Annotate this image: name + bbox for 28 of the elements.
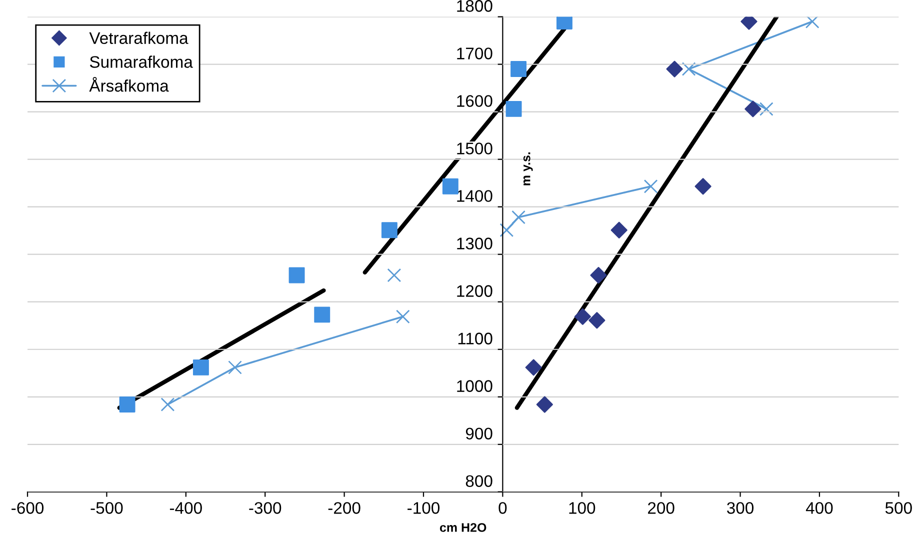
y-tick-label: 1500	[457, 142, 492, 154]
x-tick-label: 400	[806, 502, 833, 514]
legend-label: Vetrarafkoma	[89, 32, 188, 44]
x-tick-label: -600	[12, 502, 44, 514]
y-tick-label: 800	[466, 475, 492, 488]
x-tick-label: -500	[90, 502, 123, 514]
y-tick-label: 1800	[457, 0, 492, 12]
y-tick-label: 1700	[457, 48, 492, 60]
y-tick-label: 1300	[457, 238, 492, 250]
y-tick-label: 900	[466, 428, 492, 440]
x-tick-label: -100	[408, 502, 440, 514]
x-tick-label: -300	[249, 502, 282, 514]
x-tick-label: 100	[569, 502, 596, 514]
x-tick-label: 0	[498, 502, 507, 514]
y-tick-label: 1600	[457, 95, 492, 107]
y-tick-label: 1200	[457, 285, 492, 297]
y-tick-label: 1000	[457, 380, 492, 392]
y-tick-label: 1100	[458, 332, 492, 344]
y-axis-title: m y.s.	[523, 152, 533, 186]
legend-label: Sumarafkoma	[90, 56, 193, 68]
legend-label: Årsafkoma	[89, 76, 169, 92]
x-tick-label: 300	[727, 502, 754, 514]
x-tick-label: 500	[885, 502, 912, 514]
y-tick-label: 1400	[457, 190, 492, 202]
x-tick-label: -200	[328, 502, 360, 514]
x-axis-title: cm H2O	[440, 523, 486, 532]
x-tick-label: -400	[170, 502, 202, 514]
x-tick-label: 200	[648, 502, 674, 514]
